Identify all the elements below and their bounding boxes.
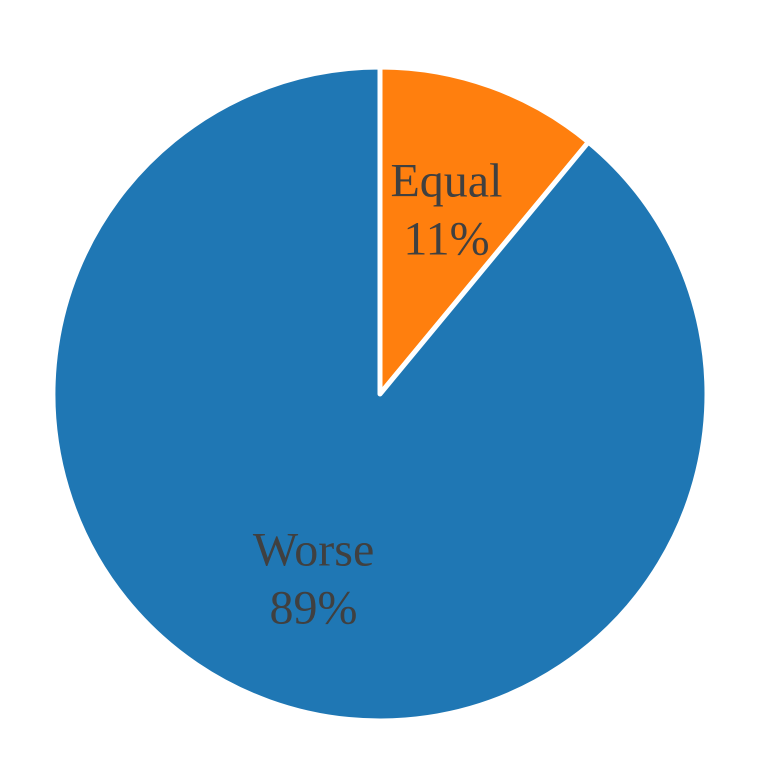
pie-slices — [50, 64, 710, 724]
slice-label-worse: Worse — [253, 524, 374, 577]
slice-label-equal: Equal — [390, 154, 502, 207]
slice-percent-equal: 11% — [403, 212, 489, 265]
pie-slice-worse — [50, 64, 710, 724]
slice-percent-worse: 89% — [270, 582, 358, 635]
pie-slice-equal — [377, 64, 591, 397]
